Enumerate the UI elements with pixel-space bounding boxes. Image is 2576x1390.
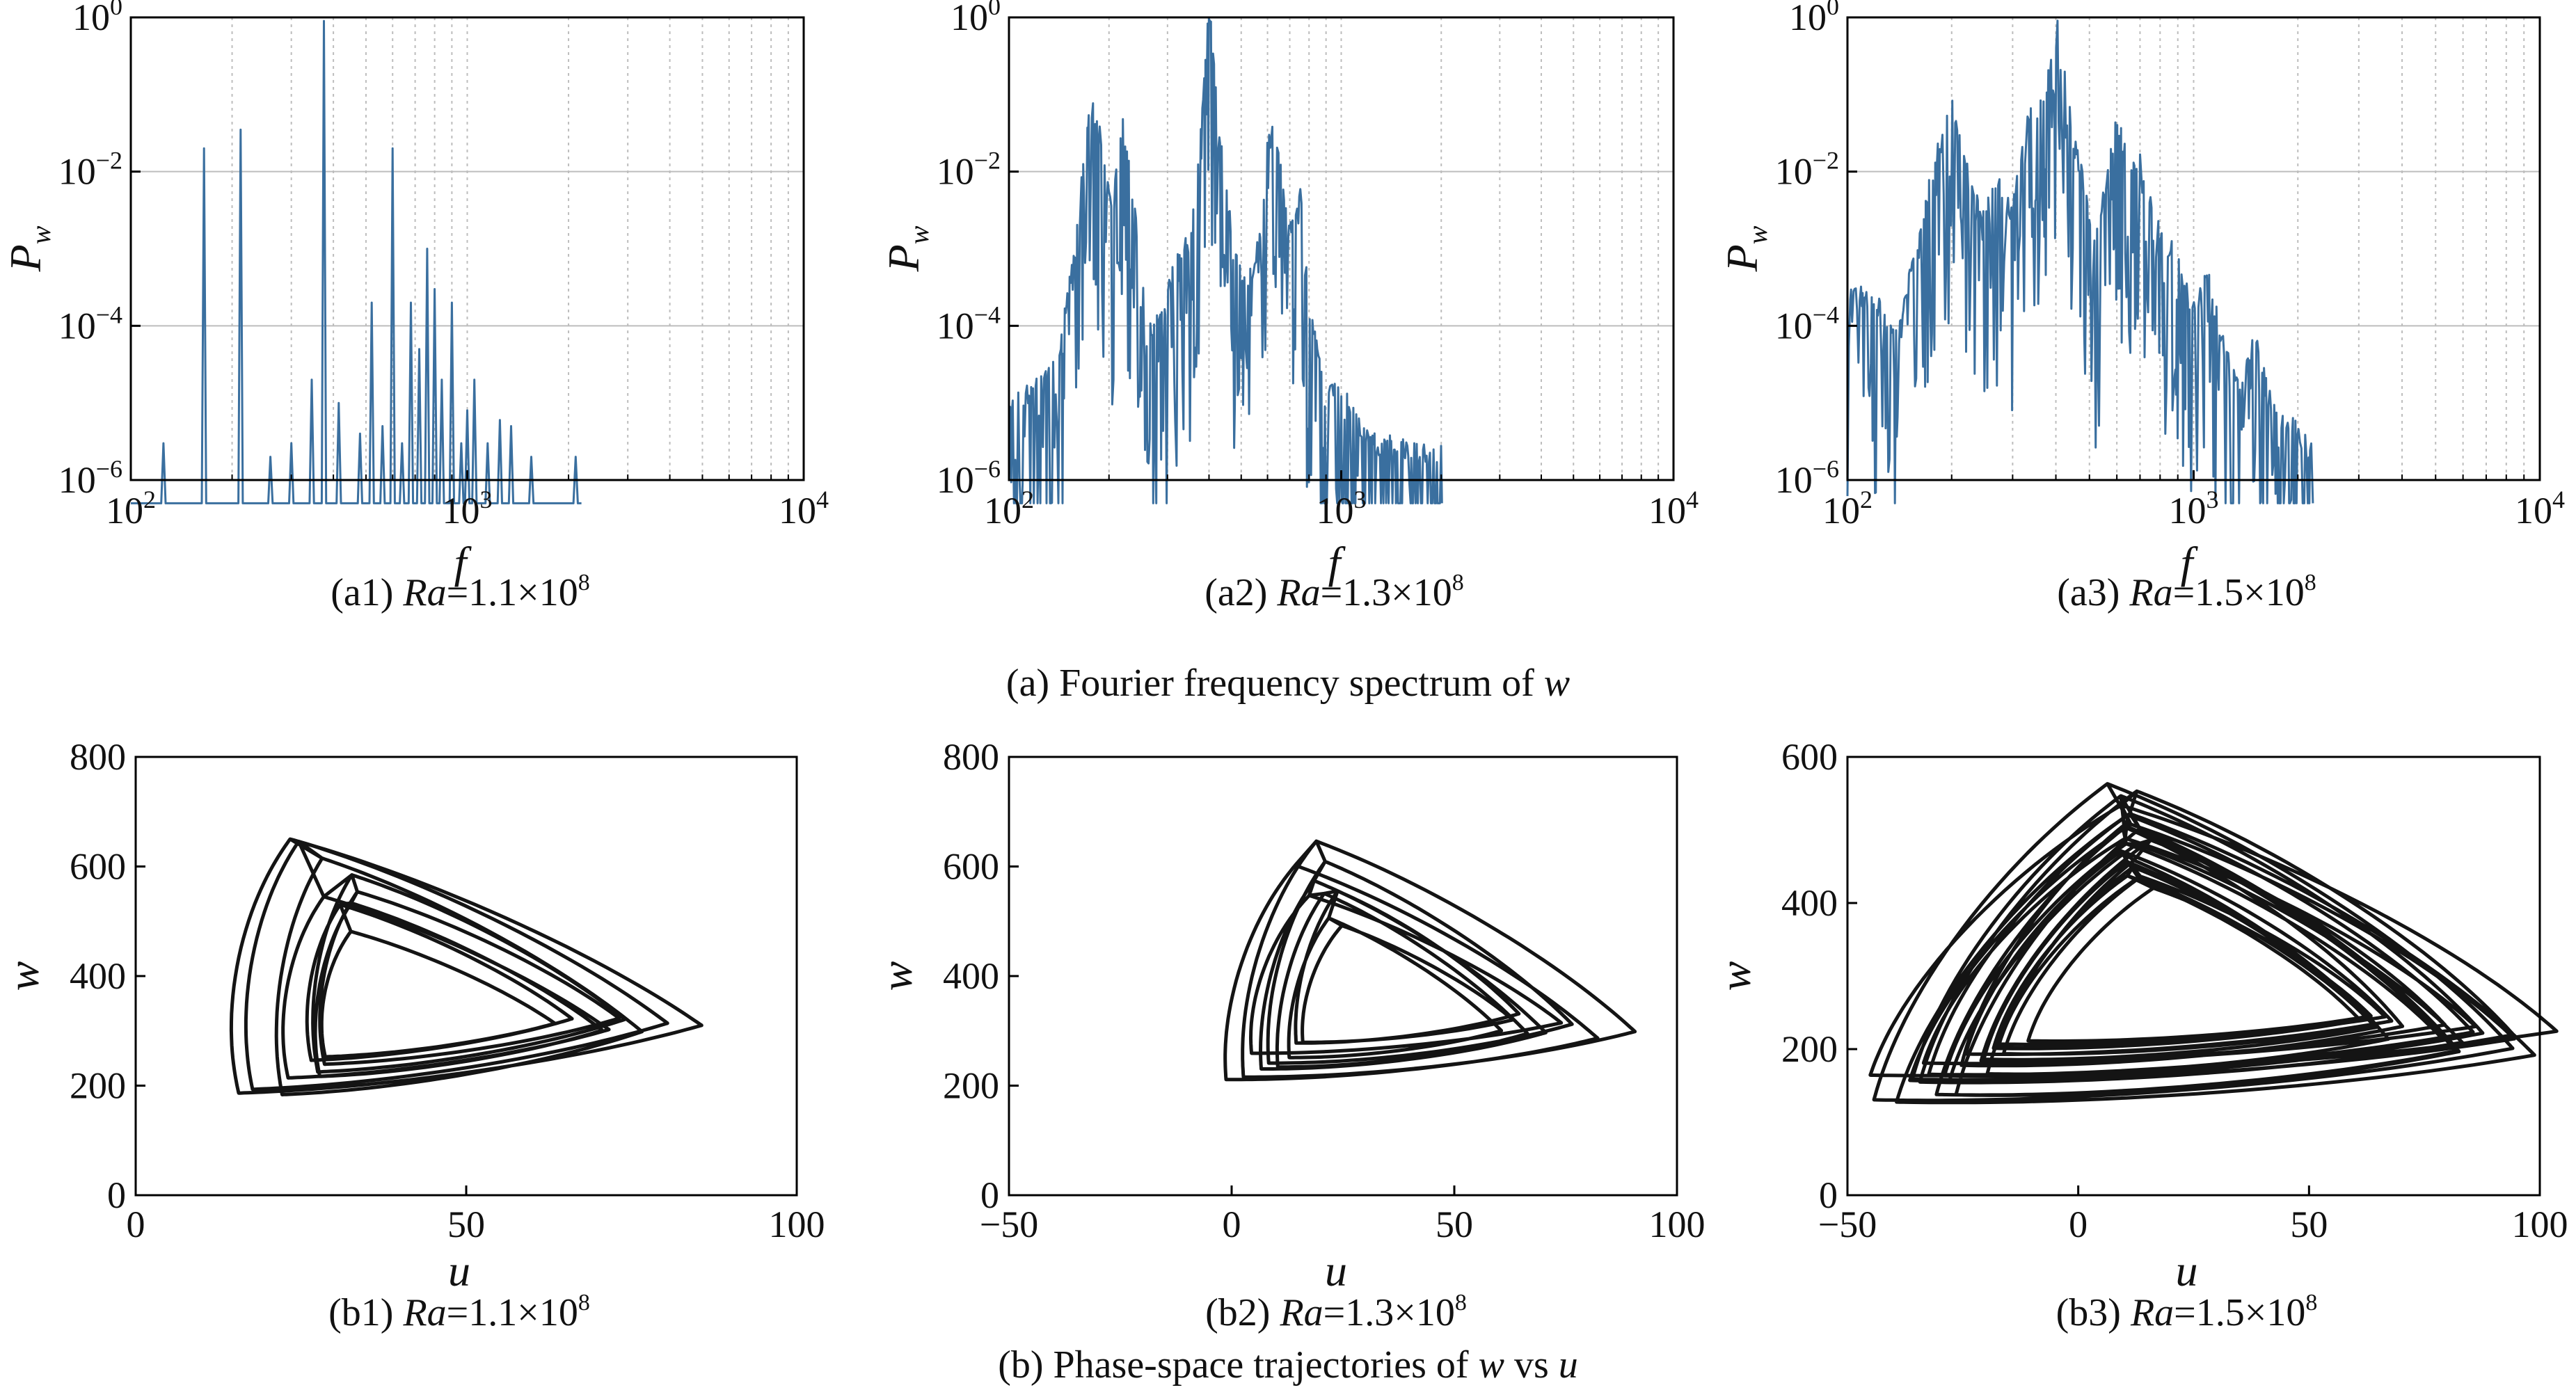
trajectory-b1: [229, 837, 703, 1096]
spectrum-series-a3: [1846, 19, 2314, 504]
section-caption-a: (a) Fourier frequency spectrum of w: [1006, 662, 1570, 705]
y-tick-label: 100: [951, 0, 1001, 38]
y-axis-label: w: [1710, 961, 1760, 991]
y-tick-label: 0: [107, 1174, 126, 1216]
y-tick-label: 10−2: [58, 147, 122, 193]
x-axis-label: u: [448, 1246, 470, 1295]
y-axis-label: Pw: [1717, 225, 1773, 272]
x-tick-label: 102: [1822, 486, 1873, 532]
plot-frame: [1846, 756, 2541, 1197]
y-tick-label: 10−4: [937, 301, 1001, 346]
y-tick-label: 200: [1781, 1028, 1838, 1070]
y-tick-label: 0: [1819, 1174, 1838, 1216]
x-tick-label: 104: [1648, 486, 1699, 532]
x-axis-label: u: [1325, 1246, 1347, 1295]
panel-caption-b3: (b3) Ra=1.5×108: [2056, 1290, 2318, 1334]
y-tick-label: 600: [943, 846, 999, 888]
y-tick-label: 400: [943, 955, 999, 997]
x-tick-label: 50: [447, 1204, 485, 1245]
y-tick-label: 0: [980, 1174, 999, 1216]
spectrum-series-a2: [1008, 17, 1443, 504]
y-tick-label: 800: [70, 736, 126, 778]
trajectory-b2: [1223, 839, 1637, 1082]
y-tick-label: 400: [70, 955, 126, 997]
y-tick-label: 100: [1789, 0, 1839, 38]
y-tick-label: 800: [943, 736, 999, 778]
phase-panel-b1: 0 50 100 0 200 400 600 800 u w (b1) Ra=1.1×108: [0, 736, 825, 1334]
spectrum-series-a1: [131, 19, 582, 504]
x-tick-label: 104: [2515, 486, 2565, 532]
x-tick-label: 103: [2169, 486, 2219, 532]
y-axis-label: Pw: [1, 225, 56, 272]
y-tick-label: 100: [72, 0, 122, 38]
x-tick-label: 0: [2069, 1204, 2088, 1245]
x-tick-label: 50: [1436, 1204, 1473, 1245]
x-tick-label: 104: [779, 486, 829, 532]
x-tick-label: 100: [769, 1204, 825, 1245]
x-tick-label: 102: [106, 486, 156, 532]
y-tick-label: 10−4: [58, 301, 122, 346]
panel-caption-b1: (b1) Ra=1.1×108: [328, 1290, 590, 1334]
y-tick-label: 10−6: [1775, 455, 1839, 501]
x-tick-label: 0: [1223, 1204, 1241, 1245]
y-tick-label: 200: [70, 1065, 126, 1107]
x-tick-label: −50: [980, 1204, 1038, 1245]
y-tick-label: 600: [1781, 736, 1838, 778]
section-caption-b: (b) Phase-space trajectories of w vs u: [998, 1343, 1578, 1387]
y-tick-label: 10−4: [1775, 301, 1839, 346]
panel-caption-a3: (a3) Ra=1.5×108: [2057, 570, 2316, 614]
x-tick-label: 50: [2290, 1204, 2328, 1245]
y-tick-label: 10−6: [58, 455, 122, 501]
y-tick-label: 400: [1781, 882, 1838, 924]
y-tick-label: 600: [70, 846, 126, 888]
x-tick-label: 102: [984, 486, 1034, 532]
trajectory-b3: [1868, 782, 2559, 1105]
plot-frame: [1008, 756, 1678, 1197]
x-tick-label: 103: [443, 486, 493, 532]
x-axis-label: u: [2176, 1246, 2198, 1295]
y-axis-label: w: [0, 961, 48, 991]
y-tick-label: 10−2: [937, 147, 1001, 193]
x-tick-label: 0: [127, 1204, 145, 1245]
y-tick-label: 10−6: [937, 455, 1001, 501]
x-tick-label: 100: [1649, 1204, 1706, 1245]
y-axis-label: w: [872, 961, 921, 991]
panel-caption-b2: (b2) Ra=1.3×108: [1205, 1290, 1467, 1334]
panel-caption-a1: (a1) Ra=1.1×108: [331, 570, 590, 614]
x-tick-label: 100: [2512, 1204, 2568, 1245]
y-tick-label: 10−2: [1775, 147, 1839, 193]
y-axis-label: Pw: [879, 225, 935, 272]
x-tick-label: −50: [1818, 1204, 1877, 1245]
y-tick-label: 200: [943, 1065, 999, 1107]
panel-caption-a2: (a2) Ra=1.3×108: [1204, 570, 1464, 614]
x-tick-label: 103: [1317, 486, 1367, 532]
